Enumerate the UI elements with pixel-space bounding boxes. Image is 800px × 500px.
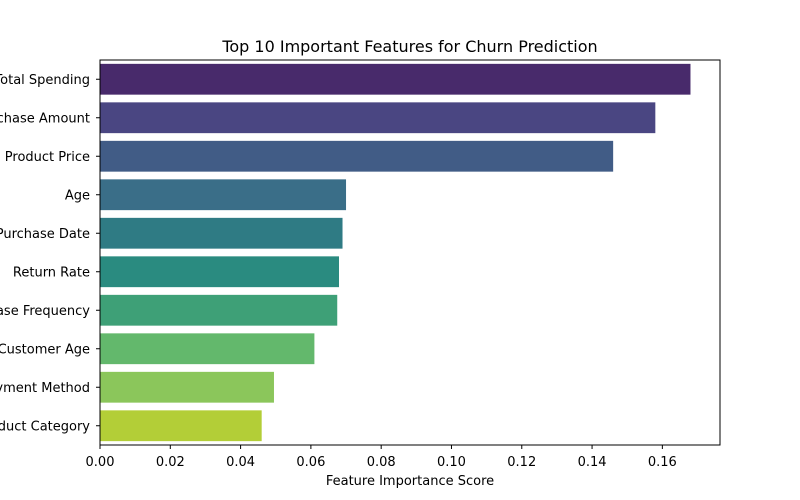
y-tick-label: Age (65, 188, 90, 203)
y-tick-label: Purchase Frequency (0, 304, 90, 319)
bar (100, 256, 340, 288)
y-tick-label: Purchase Amount (0, 111, 90, 126)
y-tick-label: Customer Age (0, 342, 90, 357)
y-tick-label: Purchase Date (0, 227, 90, 242)
y-tick-label: Product Price (5, 150, 90, 165)
bar (100, 63, 691, 95)
bar (100, 179, 347, 211)
x-tick-label: 0.00 (86, 455, 115, 470)
x-tick-label: 0.14 (578, 455, 607, 470)
bar (100, 217, 343, 249)
plot-frame (99, 59, 721, 446)
x-tick-label: 0.06 (296, 455, 325, 470)
chart-title: Top 10 Important Features for Churn Pred… (221, 37, 597, 56)
x-axis: 0.00 0.02 0.04 0.06 0.08 0.10 0.12 0.14 0.16 (86, 445, 677, 470)
x-tick-label: 0.16 (648, 455, 677, 470)
y-tick-label: Total Spending (0, 73, 90, 88)
x-tick-label: 0.12 (507, 455, 536, 470)
x-tick-label: 0.02 (156, 455, 185, 470)
bar (100, 371, 274, 403)
bar (100, 140, 614, 172)
bar (100, 333, 315, 365)
bar (100, 102, 656, 134)
bar (100, 410, 262, 442)
y-tick-label: Return Rate (13, 265, 90, 280)
x-axis-label: Feature Importance Score (326, 474, 494, 489)
bar (100, 294, 338, 326)
x-tick-label: 0.04 (226, 455, 255, 470)
y-tick-label: Payment Method (0, 381, 90, 396)
y-tick-label: Product Category (0, 419, 90, 434)
bars-group (100, 63, 691, 442)
x-tick-label: 0.08 (367, 455, 396, 470)
y-axis: Total Spending Purchase Amount Product Pri… (0, 73, 100, 434)
x-tick-label: 0.10 (437, 455, 466, 470)
